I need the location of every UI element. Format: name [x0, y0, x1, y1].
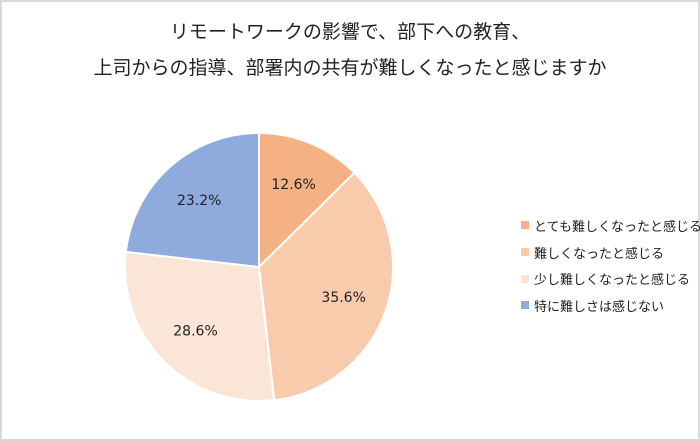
slice-not-difficult	[124, 131, 260, 269]
legend-item-not-difficult: 特に難しさは感じない	[521, 292, 700, 319]
data-label: 12.6%	[271, 177, 315, 193]
legend-item-slightly-difficult: 少し難しくなったと感じる	[521, 265, 700, 292]
legend-label: 難しくなったと感じる	[534, 246, 665, 262]
legend-swatch-icon	[521, 301, 529, 310]
legend-swatch-icon	[521, 274, 529, 283]
data-label: 28.6%	[173, 323, 217, 339]
legend-label: 特に難しさは感じない	[534, 299, 665, 315]
legend-label: とても難しくなったと感じる	[534, 219, 700, 235]
data-label: 35.6%	[321, 290, 365, 306]
legend: とても難しくなったと感じる 難しくなったと感じる 少し難しくなったと感じる 特に…	[521, 212, 700, 319]
legend-item-difficult: 難しくなったと感じる	[521, 239, 700, 266]
legend-item-very-difficult: とても難しくなったと感じる	[521, 212, 700, 239]
chart-title-line-1: リモートワークの影響で、部下への教育、	[169, 21, 531, 43]
slice-very-difficult	[258, 131, 356, 270]
slice-difficult	[257, 171, 394, 402]
chart-title-line-2: 上司からの指導、部署内の共有が難しくなったと感じますか	[93, 57, 607, 79]
legend-swatch-icon	[521, 221, 529, 230]
legend-swatch-icon	[521, 248, 529, 257]
slice-slightly-difficult	[124, 250, 276, 402]
legend-label: 少し難しくなったと感じる	[534, 273, 691, 289]
data-label: 23.2%	[177, 193, 221, 209]
chart-title: リモートワークの影響で、部下への教育、 上司からの指導、部署内の共有が難しくなっ…	[0, 14, 700, 86]
